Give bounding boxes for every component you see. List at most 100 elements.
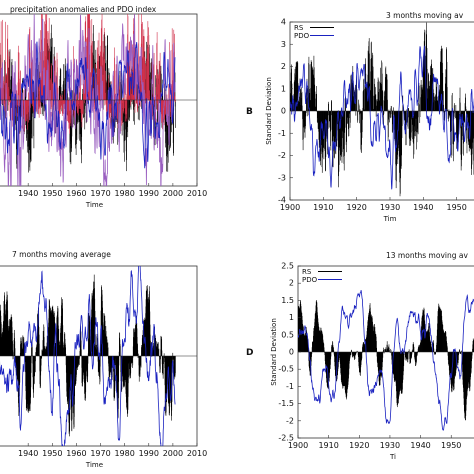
series-0-bar bbox=[344, 111, 345, 156]
series-0-bar bbox=[461, 350, 462, 352]
series-0-bar bbox=[327, 111, 329, 151]
series-0-bar bbox=[63, 347, 64, 356]
series-1-bar bbox=[139, 100, 141, 106]
series-0-bar bbox=[338, 352, 340, 361]
series-0-bar bbox=[163, 353, 165, 356]
series-1-bar bbox=[105, 70, 106, 100]
series-0-bar bbox=[458, 352, 460, 354]
series-0-bar bbox=[361, 111, 363, 133]
y-tick-label: -4 bbox=[278, 196, 286, 205]
series-0-bar bbox=[11, 58, 13, 100]
series-1-bar bbox=[157, 100, 159, 111]
series-1-bar bbox=[140, 57, 141, 100]
series-0-bar bbox=[376, 347, 378, 352]
series-1-bar bbox=[145, 64, 146, 100]
series-0-bar bbox=[323, 347, 325, 352]
series-0-bar bbox=[388, 111, 389, 138]
series-1-bar bbox=[4, 81, 5, 100]
series-1-bar bbox=[23, 90, 25, 100]
series-0-bar bbox=[84, 100, 86, 114]
series-0-bar bbox=[460, 351, 462, 352]
series-0-bar bbox=[161, 98, 162, 100]
series-0-bar bbox=[85, 100, 87, 106]
panel-d: 1900 1910 1920 1930 1940 1950 2.5 2 1.5 1 0.5 0 -0.5… bbox=[246, 251, 474, 461]
series-1-bar bbox=[157, 73, 159, 100]
series-1-bar bbox=[39, 100, 41, 105]
series-0-bar bbox=[356, 110, 358, 111]
series-1-bar bbox=[133, 18, 134, 100]
series-0-bar bbox=[79, 356, 80, 365]
series-1-bar bbox=[173, 29, 175, 101]
series-1-bar bbox=[23, 100, 24, 104]
series-0-bar bbox=[161, 350, 163, 356]
series-0-bar bbox=[65, 347, 66, 356]
series-0-bar bbox=[118, 356, 120, 382]
series-0-bar bbox=[151, 87, 153, 100]
series-1-bar bbox=[61, 96, 62, 100]
series-0-bar bbox=[127, 100, 129, 122]
series-0-bar bbox=[158, 343, 159, 356]
series-0-bar bbox=[137, 95, 138, 100]
series-1-bar bbox=[106, 100, 107, 117]
series-0-bar bbox=[106, 339, 108, 356]
x-tick-label: 1940 bbox=[18, 189, 38, 198]
series-1-bar bbox=[132, 44, 133, 100]
series-0-bar bbox=[72, 100, 74, 125]
series-0-bar bbox=[375, 111, 377, 117]
panel-a: 1940 1950 1960 1970 1980 1990 2000 2010 precipit… bbox=[0, 5, 207, 209]
series-0-bar bbox=[417, 111, 419, 135]
series-0-bar bbox=[307, 111, 309, 116]
series-0-bar bbox=[73, 93, 75, 100]
series-1-bar bbox=[23, 100, 24, 118]
series-0-bar bbox=[348, 111, 350, 119]
series-1-bar bbox=[165, 100, 167, 116]
y-tick-label: 2 bbox=[281, 62, 286, 71]
x-tick-label: 1950 bbox=[446, 203, 466, 212]
series-1-bar bbox=[51, 65, 52, 100]
series-0-bar bbox=[157, 343, 158, 356]
series-0-bar bbox=[346, 111, 347, 142]
series-1-bar bbox=[17, 100, 18, 117]
series-1-bar bbox=[74, 92, 75, 100]
series-0-bar bbox=[141, 100, 142, 103]
series-1-bar bbox=[17, 100, 19, 102]
series-1-bar bbox=[106, 100, 108, 114]
series-1-bar bbox=[33, 85, 35, 100]
series-1-bar bbox=[26, 100, 27, 114]
series-1-bar bbox=[1, 100, 3, 104]
panel-label: D bbox=[246, 348, 253, 358]
series-1-bar bbox=[174, 96, 176, 100]
y-tick-label: 1 bbox=[289, 313, 294, 322]
series-0-bar bbox=[159, 100, 161, 104]
series-1-bar bbox=[8, 100, 10, 111]
series-0-bar bbox=[42, 100, 44, 116]
series-1-bar bbox=[79, 92, 81, 100]
series-0-bar bbox=[448, 109, 450, 111]
series-1-bar bbox=[172, 44, 173, 100]
series-1-bar bbox=[110, 100, 111, 113]
plot-area bbox=[298, 289, 474, 431]
y-tick-label: 4 bbox=[281, 18, 286, 27]
x-tick-label: 2010 bbox=[187, 449, 207, 458]
series-1-bar bbox=[40, 100, 41, 115]
series-0-bar bbox=[416, 352, 417, 362]
x-tick-label: 1990 bbox=[139, 449, 159, 458]
series-0-bar bbox=[359, 111, 361, 115]
x-tick-label: 2000 bbox=[163, 449, 183, 458]
series-1-line bbox=[298, 289, 474, 431]
series-0-bar bbox=[308, 64, 310, 111]
y-tick-label: 0 bbox=[281, 107, 286, 116]
series-0-bar bbox=[417, 352, 418, 354]
series-1-bar bbox=[166, 94, 168, 100]
series-1-bar bbox=[148, 96, 150, 100]
series-0-bar bbox=[413, 346, 415, 352]
series-1-bar bbox=[144, 61, 145, 100]
y-tick-label: -1.5 bbox=[278, 399, 294, 408]
series-1-bar bbox=[69, 100, 71, 124]
series-0-bar bbox=[387, 99, 388, 111]
series-0-bar bbox=[307, 346, 309, 352]
chart-title: 13 months moving av bbox=[386, 251, 468, 260]
series-0-bar bbox=[14, 348, 16, 356]
series-0-bar bbox=[172, 356, 174, 360]
series-0-bar bbox=[137, 343, 138, 356]
